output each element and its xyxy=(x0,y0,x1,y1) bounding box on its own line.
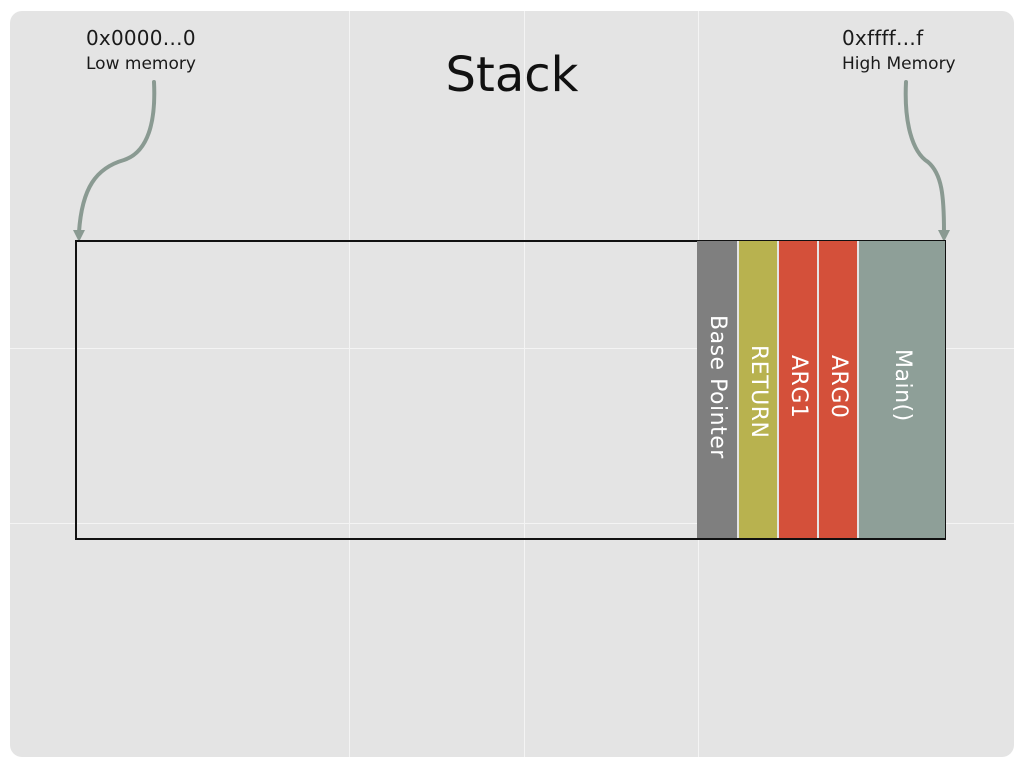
stack-frame-return: RETURN xyxy=(737,241,777,538)
low-memory-arrow xyxy=(77,80,157,234)
high-address-value: 0xffff…f xyxy=(842,26,924,50)
grid-line xyxy=(349,11,350,757)
slide-title: Stack xyxy=(445,47,579,103)
stack-frame-arg0: ARG0 xyxy=(817,241,857,538)
stack-frame-main: Main() xyxy=(857,241,945,538)
grid-line xyxy=(10,348,1014,349)
grid-line xyxy=(524,11,525,757)
stack-frame-base-pointer: Base Pointer xyxy=(697,241,737,538)
arg1-label: ARG1 xyxy=(786,355,811,419)
high-memory-arrow xyxy=(903,80,946,234)
low-memory-arrowhead xyxy=(73,230,85,242)
arg0-label: ARG0 xyxy=(826,355,851,419)
main-label: Main() xyxy=(890,349,915,422)
high-memory-arrowhead xyxy=(938,230,950,242)
grid-line xyxy=(10,523,1014,524)
stack-region xyxy=(75,240,946,540)
stack-frame-arg1: ARG1 xyxy=(777,241,817,538)
high-address-label: High Memory xyxy=(842,54,956,74)
base-pointer-label: Base Pointer xyxy=(705,315,730,459)
return-label: RETURN xyxy=(746,345,771,439)
low-address-label: Low memory xyxy=(86,54,196,74)
low-address-value: 0x0000…0 xyxy=(86,26,196,50)
